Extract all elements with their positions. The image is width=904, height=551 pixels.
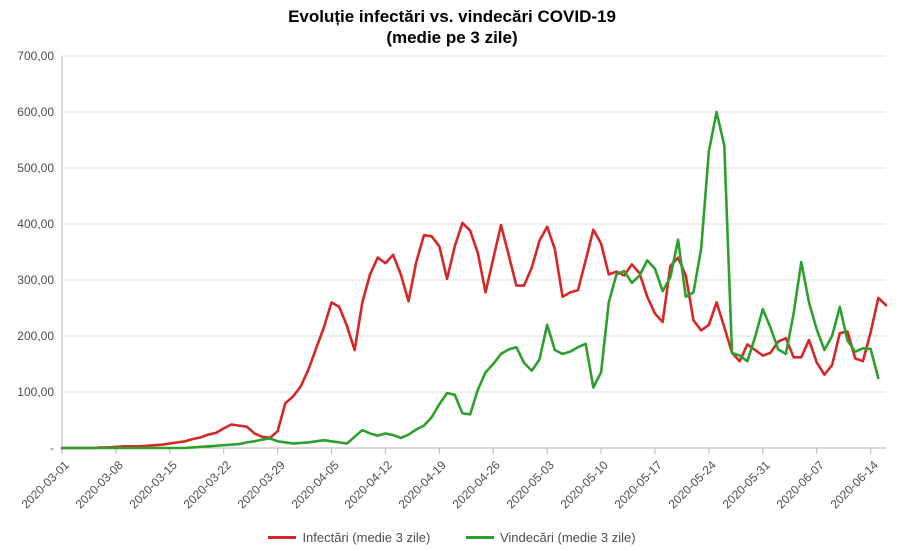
chart-title-line1: Evoluție infectări vs. vindecări COVID-1… xyxy=(288,7,616,26)
legend-swatch-infections xyxy=(268,536,296,539)
legend-item-infections: Infectări (medie 3 zile) xyxy=(268,530,430,545)
legend-label-recoveries: Vindecări (medie 3 zile) xyxy=(500,530,636,545)
x-tick-label: 2020-03-01 xyxy=(19,458,72,511)
x-tick-label: 2020-05-10 xyxy=(558,458,611,511)
x-tick-label: 2020-03-29 xyxy=(234,458,287,511)
x-tick-label: 2020-06-07 xyxy=(773,458,826,511)
x-tick-label: 2020-03-15 xyxy=(126,458,179,511)
legend-label-infections: Infectări (medie 3 zile) xyxy=(302,530,430,545)
chart-title-line2: (medie pe 3 zile) xyxy=(386,28,517,47)
x-tick-label: 2020-04-12 xyxy=(342,458,395,511)
chart-title: Evoluție infectări vs. vindecări COVID-1… xyxy=(0,6,904,49)
y-tick-label: 100,00 xyxy=(0,385,54,399)
x-tick-label: 2020-04-05 xyxy=(288,458,341,511)
legend-swatch-recoveries xyxy=(466,536,494,539)
chart-container: Evoluție infectări vs. vindecări COVID-1… xyxy=(0,0,904,551)
plot-area xyxy=(62,56,886,448)
x-tick-label: 2020-06-14 xyxy=(827,458,880,511)
legend-item-recoveries: Vindecări (medie 3 zile) xyxy=(466,530,636,545)
y-tick-label: 600,00 xyxy=(0,105,54,119)
plot-svg xyxy=(62,56,886,448)
x-tick-label: 2020-05-17 xyxy=(612,458,665,511)
y-tick-label: 400,00 xyxy=(0,217,54,231)
x-tick-label: 2020-03-08 xyxy=(72,458,125,511)
x-tick-label: 2020-04-19 xyxy=(396,458,449,511)
y-tick-label: 700,00 xyxy=(0,49,54,63)
legend: Infectări (medie 3 zile) Vindecări (medi… xyxy=(0,527,904,545)
x-tick-label: 2020-05-03 xyxy=(504,458,557,511)
x-tick-label: 2020-04-26 xyxy=(450,458,503,511)
y-tick-label: 300,00 xyxy=(0,273,54,287)
y-tick-label: 500,00 xyxy=(0,161,54,175)
x-tick-label: 2020-05-31 xyxy=(719,458,772,511)
x-tick-label: 2020-05-24 xyxy=(665,458,718,511)
y-tick-label: - xyxy=(0,441,54,455)
y-tick-label: 200,00 xyxy=(0,329,54,343)
x-tick-label: 2020-03-22 xyxy=(180,458,233,511)
